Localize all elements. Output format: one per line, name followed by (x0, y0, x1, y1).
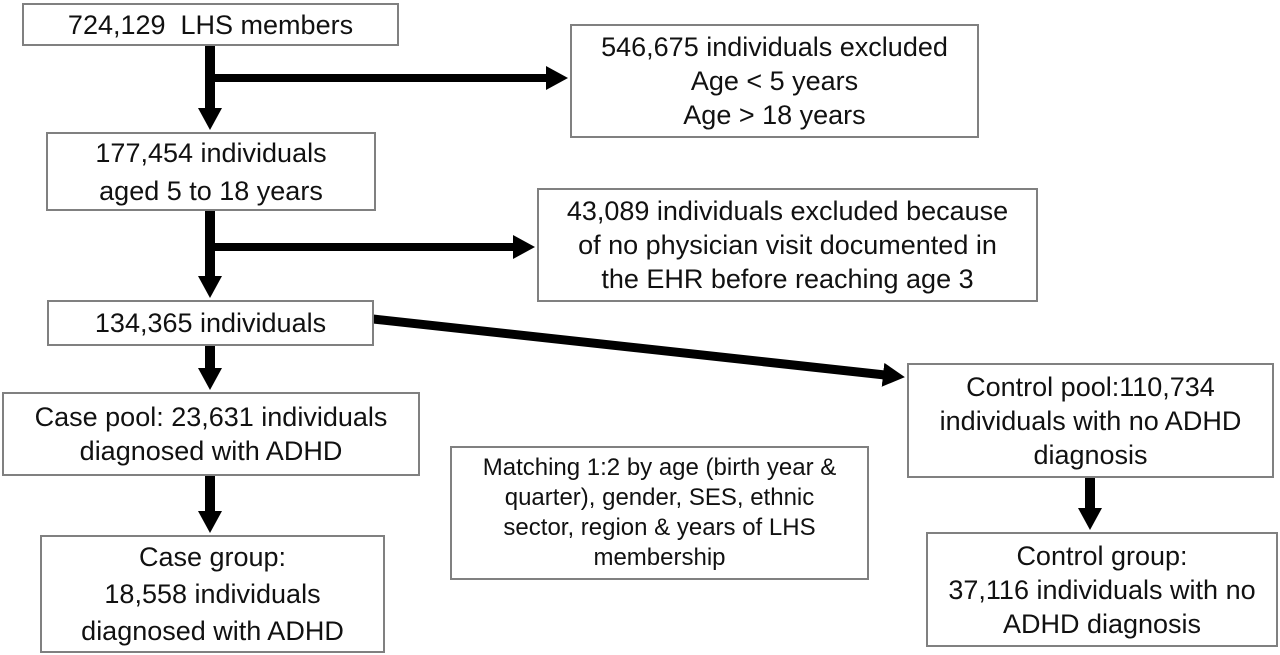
box-eligible-individuals: 134,365 individuals (47, 300, 374, 346)
box-control-group-text: Control group: 37,116 individuals with n… (948, 540, 1256, 639)
box-aged-5-to-18: 177,454 individuals aged 5 to 18 years (46, 132, 376, 211)
box-eligible-individuals-text: 134,365 individuals (94, 308, 327, 338)
box-excluded-no-physician-visit: 43,089 individuals excluded because of n… (537, 188, 1038, 302)
box-control-pool: Control pool:110,734 individuals with no… (907, 363, 1274, 478)
box-matching-criteria-text: Matching 1:2 by age (birth year & quarte… (482, 454, 837, 571)
box-lhs-members: 724,129 LHS members (22, 3, 399, 46)
box-case-pool-text: Case pool: 23,631 individuals diagnosed … (34, 402, 388, 466)
box-matching-criteria: Matching 1:2 by age (birth year & quarte… (450, 446, 869, 580)
box-case-pool: Case pool: 23,631 individuals diagnosed … (2, 392, 420, 476)
box-case-group-text: Case group: 18,558 individuals diagnosed… (81, 541, 344, 646)
box-case-group: Case group: 18,558 individuals diagnosed… (40, 535, 385, 653)
box-excluded-age: 546,675 individuals excluded Age < 5 yea… (570, 24, 979, 138)
arrow-eligible-to-control-pool (372, 314, 905, 387)
box-excluded-no-physician-visit-text: 43,089 individuals excluded because of n… (566, 196, 1009, 294)
box-aged-5-to-18-text: 177,454 individuals aged 5 to 18 years (95, 137, 327, 206)
box-excluded-age-text: 546,675 individuals excluded Age < 5 yea… (601, 32, 948, 130)
box-control-pool-text: Control pool:110,734 individuals with no… (939, 371, 1242, 470)
box-control-group: Control group: 37,116 individuals with n… (926, 532, 1278, 647)
box-lhs-members-text: 724,129 LHS members (67, 9, 354, 40)
